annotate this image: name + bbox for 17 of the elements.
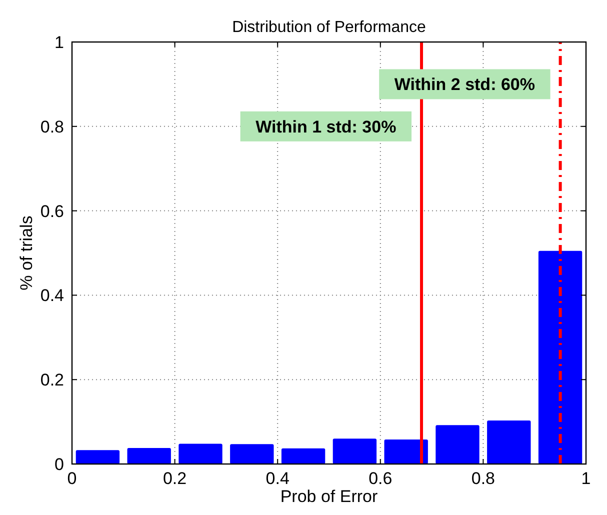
- x-tick-label: 0.6: [368, 469, 392, 488]
- chart-title: Distribution of Performance: [232, 19, 426, 36]
- y-tick-label: 0.2: [40, 370, 64, 390]
- x-tick-label: 0: [67, 469, 77, 488]
- y-tick-label: 0.6: [40, 202, 64, 221]
- x-tick-label: 0.8: [471, 469, 496, 488]
- y-axis-title: % of trials: [17, 216, 36, 290]
- y-tick-label: 1: [54, 33, 64, 52]
- annotation: Within 1 std: 30%: [256, 117, 396, 136]
- x-axis-title: Prob of Error: [280, 487, 378, 506]
- x-tick-label: 1: [581, 469, 591, 488]
- y-tick-label: 0: [54, 455, 64, 474]
- y-tick-label: 0.4: [40, 286, 64, 306]
- annotation: Within 2 std: 60%: [394, 75, 535, 94]
- x-tick-label: 0.4: [266, 469, 290, 488]
- y-tick-label: 0.8: [40, 117, 64, 136]
- x-tick-label: 0.2: [162, 469, 187, 488]
